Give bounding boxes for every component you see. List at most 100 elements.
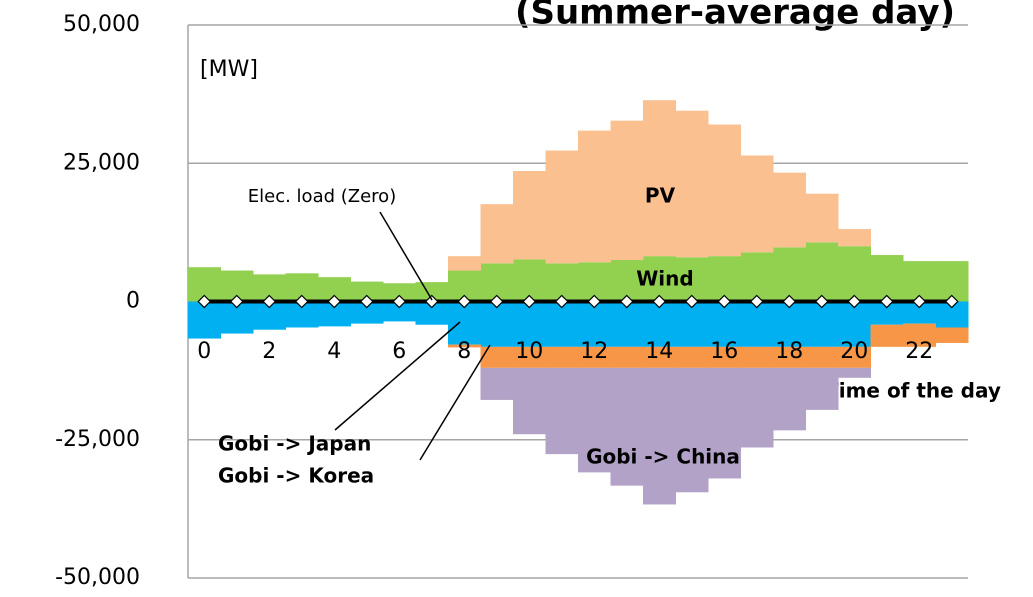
load-marker xyxy=(489,294,504,309)
x-tick-label: 16 xyxy=(710,339,738,364)
areas xyxy=(188,100,969,505)
area-step xyxy=(675,346,709,368)
load-marker xyxy=(457,294,472,309)
load-marker xyxy=(294,294,309,309)
area-step xyxy=(773,346,806,368)
area-step xyxy=(415,301,449,325)
area-step xyxy=(773,301,806,347)
leader-line xyxy=(379,211,433,301)
load-marker xyxy=(847,294,862,309)
x-tick-label: 6 xyxy=(392,339,406,364)
area-step xyxy=(935,327,969,343)
area-step xyxy=(448,344,481,348)
area-step xyxy=(708,124,741,257)
series-label: Gobi -> Korea xyxy=(218,464,374,488)
y-unit-label: [MW] xyxy=(200,57,258,82)
area-step xyxy=(643,256,676,302)
area-step xyxy=(903,261,936,302)
area-step xyxy=(643,100,676,257)
area-step xyxy=(708,346,741,368)
x-tick-label: 2 xyxy=(262,339,276,364)
area-step xyxy=(708,256,741,302)
area-step xyxy=(610,346,644,368)
area-step xyxy=(610,120,644,261)
area-step xyxy=(610,260,644,302)
chart-title: (Summer-average day) xyxy=(515,0,955,33)
area-step xyxy=(545,150,579,264)
area-step xyxy=(513,346,546,368)
area-step xyxy=(870,324,904,347)
leader-line xyxy=(334,321,461,431)
area-step xyxy=(805,367,839,410)
area-step xyxy=(480,346,514,368)
leader-line xyxy=(419,344,491,461)
area-step xyxy=(838,346,871,368)
area-step xyxy=(773,172,806,248)
series-label: Elec. load (Zero) xyxy=(248,186,396,207)
area-step xyxy=(350,301,384,324)
x-tick-label: 12 xyxy=(580,339,608,364)
area-step xyxy=(513,367,546,435)
x-axis-label: Time of the day xyxy=(825,379,1001,403)
area-step xyxy=(805,242,839,302)
area-step xyxy=(838,301,871,347)
area-step xyxy=(805,193,839,243)
load-marker xyxy=(879,294,894,309)
area-step xyxy=(805,346,839,368)
area-step xyxy=(610,301,644,347)
area-step xyxy=(513,259,546,302)
area-step xyxy=(805,301,839,347)
y-tick-label: -50,000 xyxy=(55,565,140,590)
area-step xyxy=(740,367,774,448)
overlay: -50,000 -25,000 0 25,000 50,000 0 2 4 6 8 10 12 14 16… xyxy=(55,12,959,590)
load-marker xyxy=(359,294,374,309)
load-marker xyxy=(619,294,634,309)
load-marker xyxy=(912,294,927,309)
y-tick-label: -25,000 xyxy=(55,427,140,452)
area-step xyxy=(903,323,936,347)
x-tick-label: 14 xyxy=(645,339,673,364)
load-marker xyxy=(522,294,537,309)
area-step xyxy=(740,301,774,347)
area-step xyxy=(675,257,709,302)
load-marker xyxy=(944,294,959,309)
area-step xyxy=(578,346,611,368)
y-tick-label: 50,000 xyxy=(63,12,140,37)
area-step xyxy=(513,170,546,260)
area-step xyxy=(480,204,514,264)
area-step xyxy=(773,367,806,431)
area-step xyxy=(708,301,741,347)
load-marker xyxy=(197,294,212,309)
area-step xyxy=(610,367,644,486)
area-step xyxy=(643,367,676,505)
area-step xyxy=(870,255,904,302)
area-step xyxy=(870,301,904,325)
area-step xyxy=(740,346,774,368)
area-step xyxy=(480,301,514,347)
area-step xyxy=(643,301,676,347)
y-tick-label: 25,000 xyxy=(63,150,140,175)
load-marker xyxy=(684,294,699,309)
load-marker xyxy=(587,294,602,309)
area-step xyxy=(675,301,709,347)
x-tick-label: 10 xyxy=(515,339,543,364)
x-tick-label: 8 xyxy=(457,339,471,364)
area-step xyxy=(578,301,611,347)
area-step xyxy=(545,367,579,455)
load-marker xyxy=(424,294,439,309)
area-step xyxy=(545,346,579,368)
load-marker xyxy=(229,294,244,309)
area-step xyxy=(708,367,741,479)
area-step xyxy=(383,283,416,302)
area-step xyxy=(740,155,774,253)
x-tick-label: 0 xyxy=(197,339,211,364)
load-marker xyxy=(554,294,569,309)
area-step xyxy=(643,346,676,368)
series-label: Gobi -> Japan xyxy=(218,432,371,456)
area-step xyxy=(903,301,936,324)
load-marker xyxy=(652,294,667,309)
x-tick-label: 20 xyxy=(840,339,868,364)
area-step xyxy=(838,367,871,378)
y-tick-label: 0 xyxy=(126,289,140,314)
